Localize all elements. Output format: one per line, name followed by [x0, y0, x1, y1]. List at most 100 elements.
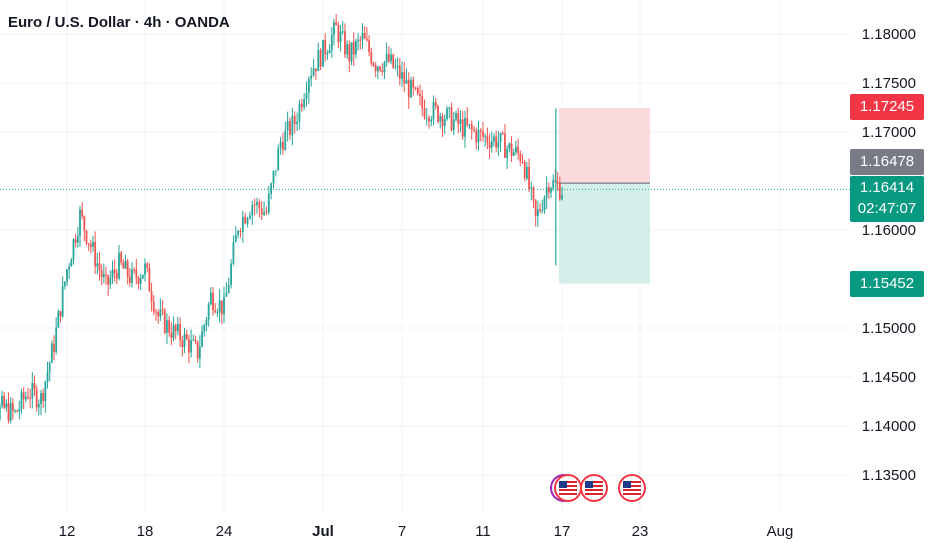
candle-body — [279, 141, 282, 149]
candle-body — [300, 103, 303, 108]
candle-body — [291, 115, 294, 136]
candle-body — [421, 96, 424, 109]
flag-canton — [585, 481, 593, 488]
candle-body — [365, 38, 368, 41]
time-tick-label: 18 — [137, 523, 154, 540]
candle-body — [430, 119, 433, 122]
candle-body — [532, 187, 535, 200]
candle-body — [251, 204, 254, 216]
candle-body — [461, 119, 464, 137]
candle-body — [448, 107, 451, 109]
candle-body — [20, 392, 23, 409]
candle-body — [216, 312, 219, 314]
candle-body — [504, 133, 506, 158]
candle-body — [383, 61, 386, 72]
candle-body — [286, 121, 289, 131]
us-flag-icon — [550, 474, 582, 502]
candle-body — [220, 300, 223, 315]
candle-body — [363, 33, 366, 39]
candle-body — [530, 187, 533, 189]
candle-body — [174, 324, 177, 332]
candle-body — [307, 79, 310, 94]
candle-body — [490, 141, 493, 148]
chart-title: Euro / U.S. Dollar · 4h · OANDA — [8, 14, 230, 31]
price-tick-label: 1.15000 — [862, 320, 916, 337]
candle-body — [432, 101, 435, 120]
candle-body — [495, 136, 498, 148]
candle-body — [550, 188, 552, 193]
candle-body — [289, 121, 291, 136]
time-tick-label: Jul — [312, 523, 334, 540]
candle-body — [107, 275, 110, 285]
candle-body — [441, 115, 444, 127]
flag-stripe — [623, 485, 641, 487]
stop-price-tag[interactable]: 1.17245 — [850, 94, 924, 120]
candle-body — [85, 230, 88, 244]
candle-body — [234, 234, 237, 243]
candle-body — [455, 112, 457, 120]
candle-body — [14, 410, 16, 412]
price-axis[interactable]: 1.18000 1.17500 1.17000 1.16000 1.15000 1.145… — [862, 26, 916, 484]
candle-body — [194, 339, 197, 342]
flag-stripe — [559, 489, 577, 491]
candle-body — [66, 269, 68, 282]
candle-body — [374, 65, 377, 72]
candle-body — [212, 292, 214, 311]
current-price-tag[interactable]: 1.16414 02:47:07 — [850, 176, 924, 222]
candle-body — [330, 35, 333, 50]
candle-body — [35, 389, 38, 408]
candle-body — [7, 403, 10, 421]
candle-body — [293, 115, 296, 125]
candle-body — [470, 124, 473, 130]
candle-body — [205, 319, 208, 326]
candle-body — [475, 130, 478, 143]
us-flag-icon — [618, 474, 646, 502]
stop-loss-zone — [558, 107, 650, 184]
candle-body — [27, 396, 29, 398]
time-tick-label: 23 — [632, 523, 649, 540]
candle-body — [74, 239, 77, 243]
candle-body — [416, 87, 419, 94]
candle-body — [464, 118, 466, 137]
candle-body — [170, 332, 173, 338]
candle-body — [459, 119, 462, 125]
candle-body — [425, 117, 428, 119]
candle-body — [70, 259, 73, 267]
price-tick-label: 1.16000 — [862, 222, 916, 239]
economic-events[interactable] — [550, 474, 646, 502]
candle-body — [260, 208, 263, 215]
candle-body — [466, 118, 469, 126]
entry-price-tag[interactable]: 1.16478 — [850, 149, 924, 175]
take-profit-zone — [558, 183, 650, 284]
candlesticks — [0, 14, 563, 424]
candle-body — [203, 325, 206, 332]
candle-body — [405, 79, 408, 84]
candle-body — [83, 216, 86, 231]
target-price-value: 1.15452 — [859, 275, 915, 292]
candle-body — [401, 72, 403, 79]
candle-body — [446, 108, 448, 120]
time-axis[interactable]: 12 18 24 Jul 7 11 17 23 Aug — [59, 523, 794, 540]
target-price-tag[interactable]: 1.15452 — [850, 271, 924, 297]
candle-body — [118, 252, 120, 279]
candle-body — [31, 382, 34, 399]
candle-body — [361, 33, 364, 41]
candle-body — [190, 340, 192, 353]
candle-body — [558, 183, 561, 200]
candle-body — [414, 87, 417, 89]
candle-body — [319, 50, 322, 67]
candle-body — [534, 199, 537, 217]
candle-body — [223, 296, 225, 315]
candle-body — [166, 320, 168, 333]
candle-body — [312, 68, 315, 76]
candle-body — [506, 148, 509, 158]
candle-body — [89, 244, 92, 247]
candle-body — [192, 339, 195, 341]
title-separator: · — [134, 14, 140, 31]
candle-body — [370, 51, 373, 64]
candle-body — [326, 53, 329, 55]
candle-body — [256, 201, 258, 206]
candle-body — [419, 93, 421, 97]
candle-body — [396, 65, 399, 67]
